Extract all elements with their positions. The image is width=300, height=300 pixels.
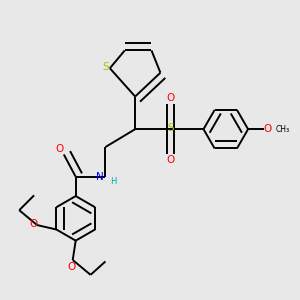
Text: H: H [111, 177, 117, 186]
Text: O: O [167, 93, 175, 103]
Text: S: S [102, 62, 109, 72]
Text: S: S [167, 123, 174, 133]
Text: O: O [264, 124, 272, 134]
Text: O: O [167, 155, 175, 165]
Text: O: O [29, 219, 38, 229]
Text: CH₃: CH₃ [276, 125, 290, 134]
Text: O: O [67, 262, 75, 272]
Text: N: N [96, 172, 104, 182]
Text: O: O [55, 144, 64, 154]
